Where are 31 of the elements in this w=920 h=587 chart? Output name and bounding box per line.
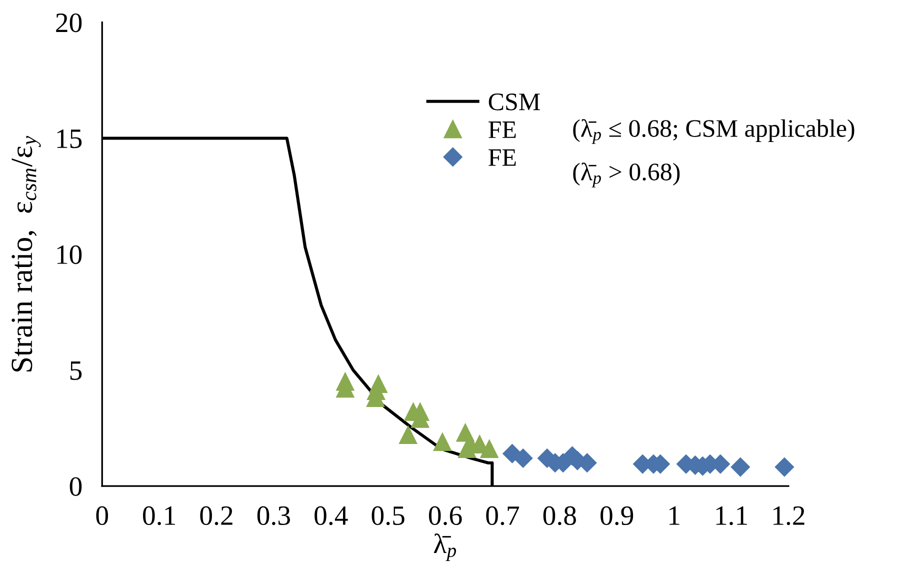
point (774, 457, 794, 477)
annotation: (λ̄$_{p}$ > 0.68) (573, 162, 680, 188)
x-tick-label: 1 (670, 506, 680, 525)
x-tick-label: 0.4 (314, 506, 348, 526)
point (480, 440, 498, 458)
x-tick-label: 0.2 (200, 506, 232, 526)
x-tick-label: 0 (96, 506, 108, 526)
x-tick-label: 1.1 (716, 506, 747, 526)
y-tick-label: 15 (57, 130, 82, 148)
x-axis-title: λ̄$_{p}$ (434, 533, 456, 561)
x-tick-label: 0.1 (143, 506, 176, 526)
y-tick-label: 20 (56, 13, 82, 32)
y-axis-title: Strain ratio, ε$_{csm}$/ε$_{y}$ (12, 136, 41, 372)
y-tick-label: 5 (70, 362, 82, 380)
x-tick-label: 0.7 (486, 506, 520, 526)
point (514, 448, 533, 468)
legend-label: FE (488, 122, 516, 138)
x-tick-label: 0.5 (372, 506, 404, 526)
x-tick-label: 0.9 (600, 506, 634, 526)
y-tick-label: 0 (70, 477, 82, 496)
point (433, 432, 452, 452)
y-tick-label: 10 (57, 245, 82, 264)
annotation: (λ̄$_{p}$ ≤ 0.68; CSM applicable) (573, 119, 854, 144)
x-tick-label: 0.3 (257, 506, 290, 526)
point (730, 457, 750, 477)
point (399, 426, 418, 444)
legend-label: FE (488, 149, 516, 166)
x-tick-label: 1.2 (774, 506, 804, 526)
legend-label: CSM (488, 94, 540, 110)
x-tick-label: 0.8 (543, 506, 576, 526)
x-tick-label: 0.6 (428, 506, 462, 526)
